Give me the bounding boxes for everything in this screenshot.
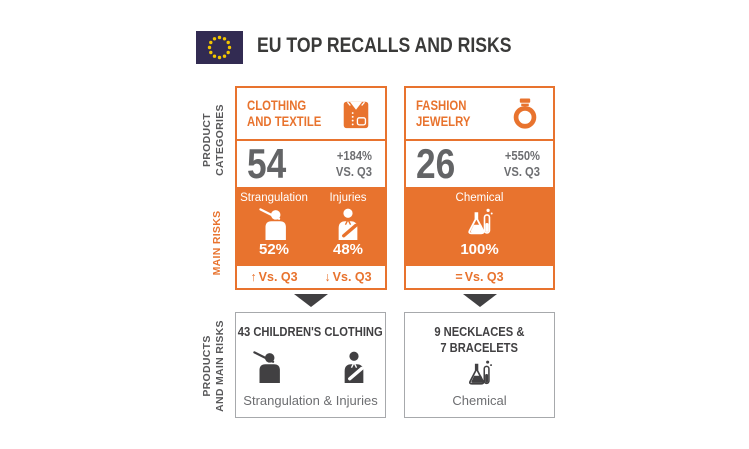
- risk-injuries: Injuries 48%: [329, 192, 367, 258]
- product-title: 43 CHILDREN'S CLOTHING: [238, 324, 383, 339]
- trend-footer: = Vs. Q3: [406, 266, 553, 288]
- axis-label-products-and-main-risks: PRODUCTS AND MAIN RISKS: [201, 320, 227, 412]
- down-arrow-icon: [294, 294, 328, 307]
- category-card-fashion-jewelry: FASHION JEWELRY 26 +550% VS. Q3 C: [404, 86, 555, 290]
- axis-label-product-categories: PRODUCT CATEGORIES: [201, 104, 227, 176]
- recall-count: 54: [247, 140, 287, 187]
- page-title: EU TOP RECALLS AND RISKS: [257, 34, 512, 57]
- shirt-icon: [339, 97, 373, 131]
- category-header: FASHION JEWELRY: [406, 88, 553, 141]
- axis-label-main-risks: MAIN RISKS: [211, 210, 223, 276]
- product-risk-icons: [251, 340, 371, 393]
- product-risk-icons: [463, 355, 497, 393]
- product-card-necklaces-bracelets: 9 NECKLACES & 7 BRACELETS Chemical: [404, 312, 555, 418]
- trend-chemical: = Vs. Q3: [455, 270, 504, 284]
- up-arrow-icon: ↑: [250, 270, 257, 284]
- chemical-flask-icon: [462, 205, 498, 241]
- risk-chemical: Chemical 100%: [455, 192, 504, 258]
- strangulation-icon: [257, 205, 291, 241]
- trend-footer: ↑ Vs. Q3 ↓ Vs. Q3: [237, 266, 385, 288]
- product-title: 9 NECKLACES & 7 BRACELETS: [434, 324, 525, 355]
- product-risk-label: Chemical: [452, 393, 507, 408]
- product-risk-label: Strangulation & Injuries: [243, 393, 378, 408]
- category-header: CLOTHING AND TEXTILE: [237, 88, 385, 141]
- risk-strangulation: Strangulation 52%: [240, 192, 308, 258]
- eu-flag-icon: [196, 31, 243, 64]
- injured-arm-icon: [337, 349, 371, 384]
- recall-change: +184% VS. Q3: [336, 148, 373, 179]
- down-arrow-icon: ↓: [324, 270, 331, 284]
- trend-strangulation: ↑ Vs. Q3: [250, 270, 298, 284]
- trend-injuries: ↓ Vs. Q3: [324, 270, 372, 284]
- chemical-flask-icon: [463, 357, 497, 391]
- ring-icon: [509, 97, 541, 131]
- main-risks-panel: Strangulation 52% Injuries: [237, 187, 385, 266]
- category-card-clothing-textile: CLOTHING AND TEXTILE 54: [235, 86, 387, 290]
- equal-icon: =: [455, 270, 463, 284]
- category-title: FASHION JEWELRY: [416, 97, 471, 129]
- category-title: CLOTHING AND TEXTILE: [247, 97, 322, 129]
- product-card-childrens-clothing: 43 CHILDREN'S CLOTHING Strangulation & I: [235, 312, 386, 418]
- strangulation-icon: [251, 349, 285, 384]
- down-arrow-icon: [463, 294, 497, 307]
- injured-arm-icon: [331, 205, 365, 241]
- recall-count: 26: [416, 140, 456, 187]
- recall-stats: 54 +184% VS. Q3: [237, 141, 385, 187]
- main-risks-panel: Chemical 100%: [406, 187, 553, 266]
- recall-stats: 26 +550% VS. Q3: [406, 141, 553, 187]
- recall-change: +550% VS. Q3: [504, 148, 541, 179]
